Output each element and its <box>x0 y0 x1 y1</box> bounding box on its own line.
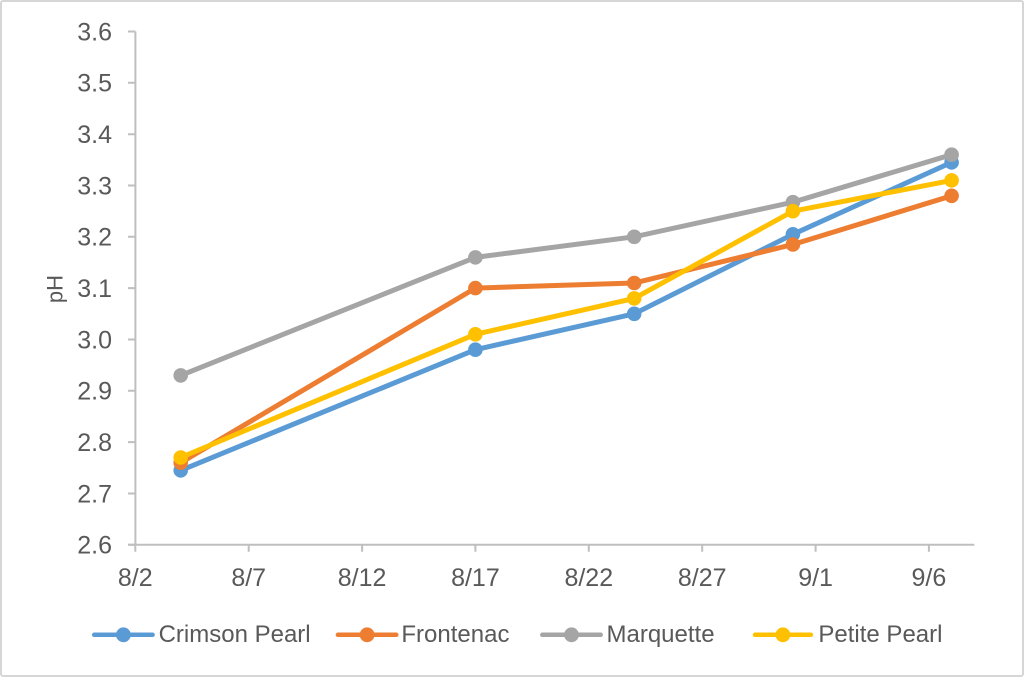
svg-text:Petite Pearl: Petite Pearl <box>818 621 942 648</box>
svg-text:3.6: 3.6 <box>77 18 112 46</box>
svg-text:8/22: 8/22 <box>564 564 613 592</box>
svg-text:2.8: 2.8 <box>77 429 112 457</box>
svg-text:Crimson Pearl: Crimson Pearl <box>159 621 311 648</box>
svg-text:9/1: 9/1 <box>798 564 833 592</box>
svg-text:2.6: 2.6 <box>77 532 112 560</box>
svg-text:Marquette: Marquette <box>607 621 715 648</box>
svg-text:3.4: 3.4 <box>77 121 112 149</box>
svg-text:8/17: 8/17 <box>451 564 500 592</box>
svg-text:8/27: 8/27 <box>678 564 727 592</box>
svg-text:8/12: 8/12 <box>338 564 387 592</box>
svg-text:3.5: 3.5 <box>77 70 112 98</box>
svg-text:3.1: 3.1 <box>77 275 112 303</box>
svg-text:8/2: 8/2 <box>118 564 153 592</box>
svg-text:8/7: 8/7 <box>231 564 266 592</box>
svg-text:3.2: 3.2 <box>77 224 112 252</box>
svg-text:9/6: 9/6 <box>912 564 947 592</box>
svg-text:3.3: 3.3 <box>77 172 112 200</box>
svg-text:2.9: 2.9 <box>77 378 112 406</box>
svg-text:3.0: 3.0 <box>77 326 112 354</box>
svg-text:Frontenac: Frontenac <box>401 621 509 648</box>
svg-text:pH: pH <box>43 275 68 303</box>
svg-text:2.7: 2.7 <box>77 480 112 508</box>
